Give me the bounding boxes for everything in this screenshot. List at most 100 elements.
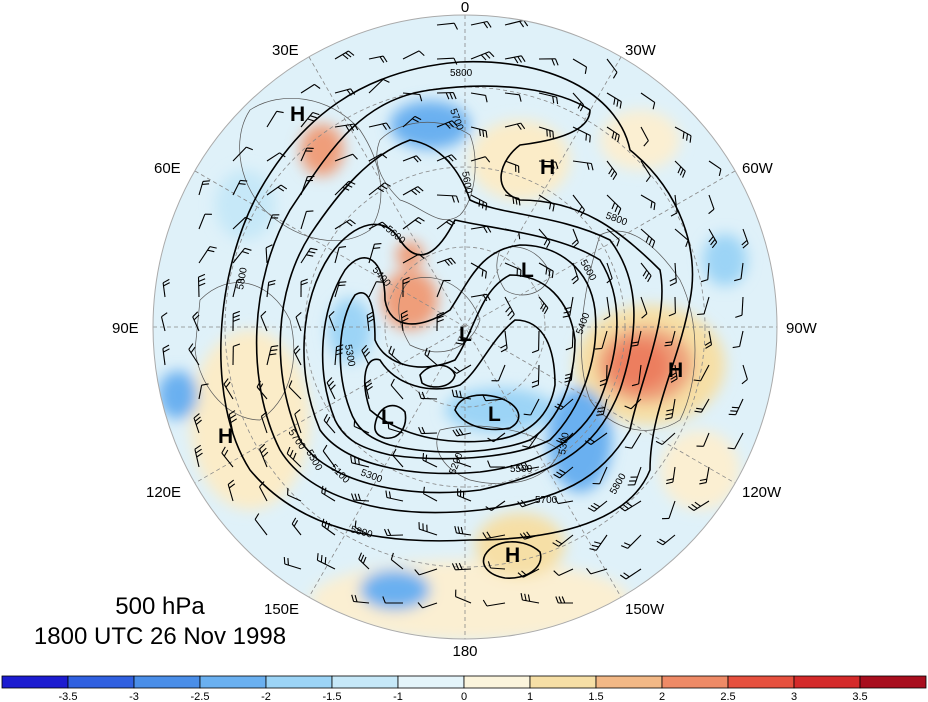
wind-barb [470,20,488,26]
wind-barb [456,532,472,536]
wind-barb [593,500,608,512]
wind-barb-flag [360,554,365,562]
lon-label-90w: 90W [786,320,818,337]
high-pressure-mark: H [290,103,305,126]
wind-barb-flag [390,552,394,560]
wind-barbs [160,19,749,609]
wind-barb [402,217,419,230]
wind-barb [456,432,472,437]
wind-barb-flag [647,275,652,283]
wind-barb [504,160,519,167]
wind-barb-flag [401,314,409,319]
wind-barb-flag [572,278,579,285]
wind-barb [741,296,744,316]
wind-barb-flag [670,375,677,380]
wind-barb [353,600,370,604]
wind-barb [402,186,419,196]
wind-barb [606,194,622,209]
wind-barb-flag [589,135,591,143]
wind-barb [538,160,556,163]
wind-barb-flag [246,146,254,151]
wind-barb-flag [259,481,265,488]
wind-barb [606,160,618,175]
wind-barb-flag [655,440,663,445]
wind-barb [702,432,710,447]
wind-barb-flag [623,542,631,547]
wind-barb-flag [730,410,738,412]
wind-barb [569,296,574,316]
wind-barb [232,280,238,298]
wind-barb-flag [350,455,353,463]
wind-barb [197,277,200,298]
wind-barb-flag [518,232,521,240]
wind-barb [334,282,340,298]
wind-barb-flag [711,241,718,249]
wind-barb-flag [262,451,269,458]
wind-barb-flag [412,118,419,123]
contour-5200 [364,319,556,443]
colorbar-box [331,675,399,689]
wind-barb-flag [422,453,425,461]
wind-barb-flag [457,526,461,534]
wind-barb-flag [387,528,392,536]
wind-barb-flag [306,254,314,257]
wind-barb-flag [624,446,632,449]
wind-barb-flag [700,279,708,283]
wind-barb-flag [307,118,315,122]
lon-label-150e: 150E [264,601,299,618]
wind-barb [192,316,200,332]
wind-barb-flag [445,92,450,100]
wind-barb-flag [310,247,318,251]
wind-barb-flag [480,54,487,61]
wind-barb-flag [324,487,327,495]
lon-label-0: 0 [461,0,469,16]
contour-5400 [321,244,597,460]
colorbar-box [529,675,597,689]
wind-barb-flag [742,243,749,249]
wind-barb-flag [648,238,653,246]
wind-barb-flag [447,155,454,162]
wind-barb [260,416,268,434]
wind-barb [705,466,710,483]
wind-barb-flag [666,408,674,412]
wind-barb-flag [552,96,555,104]
wind-barb [634,466,642,485]
wind-barb-flag [402,280,410,285]
wind-barb [504,19,524,26]
wind-barb [640,228,656,242]
wind-barb-flag [324,520,328,528]
wind-barb [419,528,438,536]
wind-barb-flag [294,409,301,415]
wind-barb-flag [324,557,327,565]
wind-barb [198,246,211,264]
wind-barb-flag [523,19,529,27]
wind-barb [436,280,445,298]
wind-barb-flag [453,366,461,372]
wind-barb-flag [436,318,444,323]
wind-barb-flag [223,449,229,457]
coastlines [194,98,696,485]
wind-barb-flag [455,429,461,436]
wind-barb-flag [314,83,321,89]
lon-label-120w: 120W [742,484,782,501]
wind-barb-flag [401,310,408,315]
pressure-centers: H H H H H L L L L [218,103,683,567]
wind-barb [674,364,678,379]
low-pressure-mark: L [459,323,472,346]
wind-barb-flag [444,259,450,266]
wind-barb [470,51,490,60]
wind-barb-flag [328,310,335,317]
wind-barb-flag [599,378,607,383]
wind-barb-flag [520,122,526,130]
wind-barb-flag [543,307,549,315]
wind-barb-flag [577,102,582,109]
wind-barb-flag [482,129,485,137]
wind-barb-flag [382,123,387,131]
wind-barb [254,519,268,536]
wind-barb-flag [484,52,491,59]
wind-barb [740,262,744,279]
colorbar-box [595,675,663,689]
wind-barb-flag [351,594,355,602]
wind-barb [162,348,166,366]
wind-barb-flag [268,283,276,286]
